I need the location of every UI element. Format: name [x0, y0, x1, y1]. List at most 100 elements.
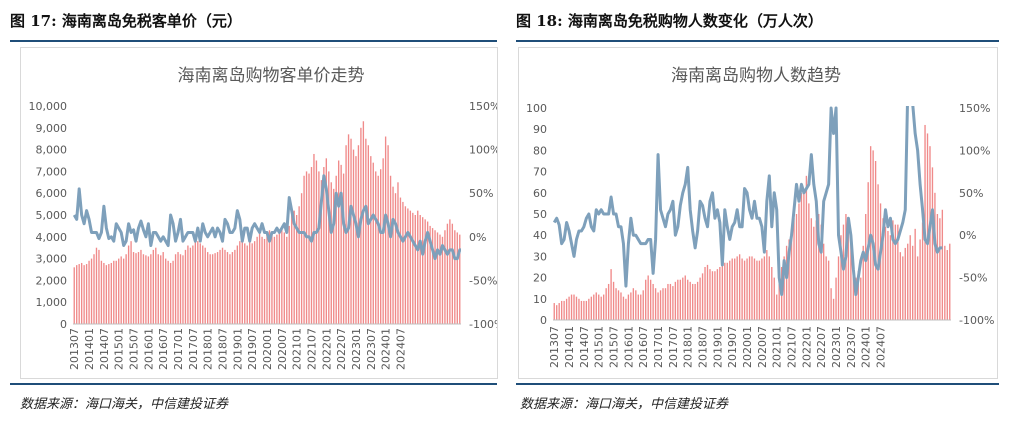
- figure-17-source: 数据来源：海口海关，中信建投证券: [20, 397, 229, 412]
- price-chart-bar: [419, 215, 421, 324]
- price-chart-bar: [439, 234, 441, 324]
- price-chart-bar: [256, 236, 258, 324]
- price-chart-bar: [120, 256, 122, 324]
- price-chart-x-tick-label: 202401: [380, 328, 393, 370]
- visitors-chart-x-tick-label: 202101: [771, 326, 784, 368]
- visitors-chart-bar: [724, 262, 726, 320]
- visitors-chart-bar: [892, 220, 894, 320]
- price-chart-bar: [407, 208, 409, 324]
- visitors-chart-bar: [731, 258, 733, 320]
- price-chart-x-tick-label: 202307: [365, 328, 378, 370]
- visitors-chart-x-tick-label: 201401: [563, 326, 576, 368]
- visitors-chart-bar: [882, 218, 884, 320]
- price-chart-bar: [162, 252, 164, 324]
- visitors-chart-x-tick-label: 202001: [741, 326, 754, 368]
- price-chart-bar: [224, 249, 226, 324]
- visitors-chart-bar: [847, 226, 850, 320]
- price-chart-bar: [308, 173, 310, 324]
- visitors-chart-bar: [607, 283, 610, 320]
- price-chart-bar: [350, 138, 352, 324]
- price-chart-bar: [150, 254, 152, 324]
- visitors-chart-bar: [578, 298, 580, 320]
- price-chart-bar: [108, 264, 110, 324]
- visitors-chart-x-tick-label: 201607: [637, 326, 650, 368]
- price-chart-y-tick-label: 2,000: [36, 274, 68, 287]
- visitors-chart-bar: [699, 277, 701, 320]
- price-chart-bar: [204, 247, 206, 324]
- visitors-chart-bar: [632, 288, 635, 320]
- price-chart-bar: [382, 158, 384, 324]
- visitors-chart-bar: [776, 294, 778, 320]
- visitors-chart-bar: [874, 161, 877, 320]
- visitors-chart-bar: [832, 298, 835, 320]
- price-chart-bar: [125, 254, 127, 324]
- visitors-chart-bar: [842, 224, 845, 320]
- visitors-chart-bar: [872, 150, 874, 320]
- price-chart-bar: [236, 245, 239, 324]
- visitors-chart-bar: [612, 281, 615, 320]
- visitors-chart-x-tick-label: 202207: [815, 326, 828, 368]
- price-chart-bar: [399, 197, 402, 324]
- price-chart-bar: [187, 245, 189, 324]
- price-chart-bar: [355, 156, 357, 324]
- price-chart-bar: [261, 236, 263, 324]
- price-chart-bar: [281, 228, 283, 324]
- figure-17-caption: 图 17: 海南离岛免税客单价（元）: [10, 12, 242, 30]
- visitors-chart-bar: [743, 260, 746, 320]
- price-chart-bar: [189, 247, 192, 324]
- price-chart-bar: [142, 254, 145, 324]
- price-chart-bar: [298, 206, 300, 324]
- visitors-chart-bar: [790, 230, 793, 320]
- price-chart-bar: [412, 212, 414, 324]
- visitors-chart-bar: [852, 264, 855, 320]
- visitors-chart: 海南离岛购物人数趋势 0 10 20 30 40 50 60 70 80 90 100 -100% -50…: [526, 66, 994, 368]
- price-chart-x-tick-label: 201701: [172, 328, 185, 370]
- visitors-chart-bar: [560, 300, 563, 320]
- price-chart-bar: [286, 236, 288, 324]
- visitors-chart-x-tick-label: 202401: [860, 326, 873, 368]
- visitors-chart-bar: [887, 230, 889, 320]
- visitors-chart-x-tick-label: 201501: [593, 326, 606, 368]
- visitors-chart-bar: [907, 243, 909, 320]
- price-chart-bar: [174, 254, 177, 324]
- visitors-chart-bar: [756, 260, 758, 320]
- price-chart-x-tick-label: 202107: [305, 328, 318, 370]
- price-chart-bar: [335, 175, 337, 324]
- visitors-chart-bar: [729, 260, 731, 320]
- visitors-chart-bar: [635, 290, 637, 320]
- price-chart-bar: [389, 175, 392, 324]
- visitors-chart-bar: [677, 279, 679, 320]
- visitors-chart-bar: [830, 288, 832, 320]
- visitors-chart-y-tick-label: 30: [533, 250, 547, 263]
- price-chart-bar: [276, 234, 278, 324]
- price-chart-x-tick-label: 201401: [83, 328, 96, 370]
- visitors-chart-bar: [610, 269, 612, 320]
- visitors-chart-bar: [944, 245, 946, 320]
- visitors-chart-bar: [805, 175, 808, 320]
- visitors-chart-bar: [593, 294, 595, 320]
- visitors-chart-bar: [734, 258, 736, 320]
- figure-18-title-rule: [516, 40, 999, 42]
- price-chart-y-tick-label: 1,000: [36, 296, 68, 309]
- price-chart-bar: [352, 149, 355, 324]
- visitors-chart-bar: [803, 192, 805, 320]
- price-chart-bar: [202, 245, 204, 324]
- price-chart-bar: [122, 258, 125, 324]
- visitors-chart-bar: [652, 283, 654, 320]
- visitors-chart-bar: [820, 224, 822, 320]
- visitors-chart-bar: [684, 275, 686, 320]
- visitors-chart-y2-tick-label: -100%: [959, 314, 994, 327]
- price-chart-bar: [380, 169, 382, 324]
- visitors-chart-bar: [714, 271, 716, 320]
- visitors-chart-bar: [869, 146, 872, 320]
- visitors-chart-bar: [783, 256, 785, 320]
- visitors-chart-bar: [664, 288, 667, 320]
- visitors-chart-bar: [580, 300, 583, 320]
- visitors-chart-bar: [785, 245, 788, 320]
- visitors-chart-bar: [931, 167, 934, 320]
- visitors-chart-bar: [573, 294, 575, 320]
- visitors-chart-bar: [825, 256, 827, 320]
- price-chart-bar: [318, 171, 320, 324]
- visitors-chart-bar: [620, 292, 622, 320]
- visitors-chart-bar: [553, 303, 555, 320]
